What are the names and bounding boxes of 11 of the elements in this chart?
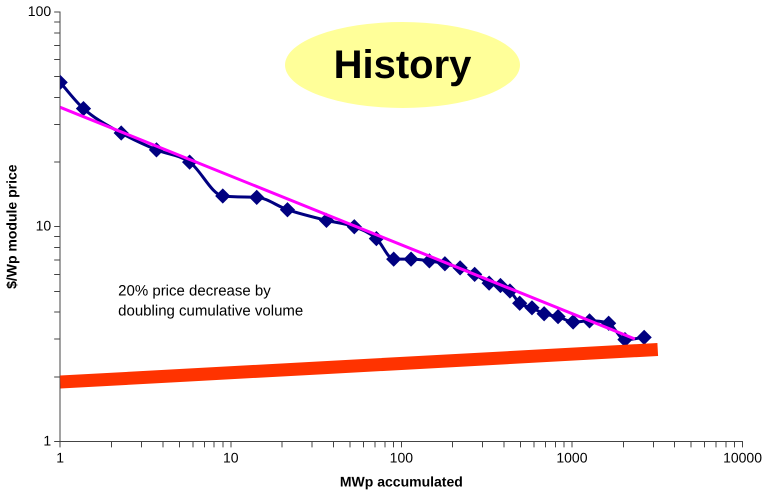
y-tick-label: 1 xyxy=(43,432,52,448)
y-axis-title: $/Wp module price xyxy=(3,164,20,289)
y-tick-label: 10 xyxy=(36,218,52,234)
x-axis-title: MWp accumulated xyxy=(340,473,463,490)
y-tick-label: 100 xyxy=(28,2,52,19)
x-tick-label: 10000 xyxy=(723,450,762,466)
x-tick-label: 10 xyxy=(222,450,239,466)
x-tick-label: 1000 xyxy=(556,450,588,466)
annotation: 20% price decrease by doubling cumulative volume xyxy=(118,282,304,320)
x-tick-label: 1 xyxy=(56,450,64,466)
x-tick-label: 100 xyxy=(390,450,414,466)
